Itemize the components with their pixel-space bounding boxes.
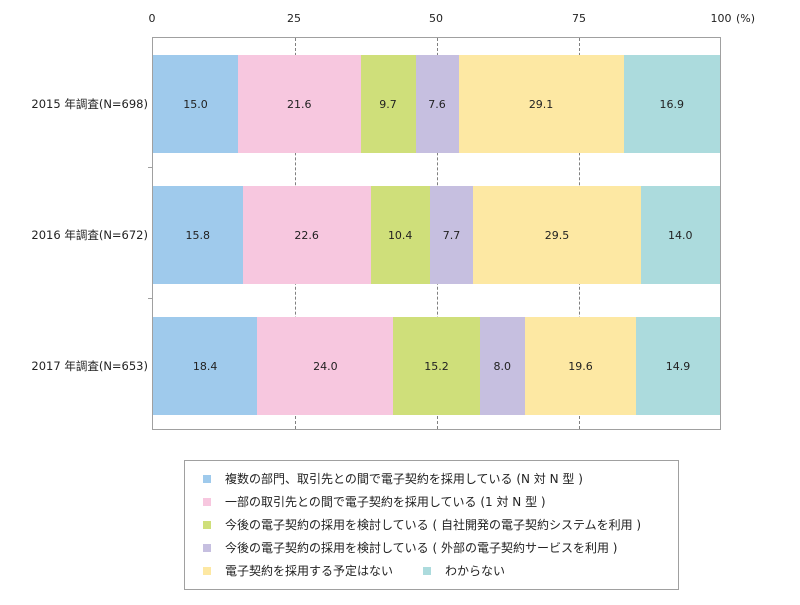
- x-tick-50: 50: [429, 12, 443, 25]
- bar-segment: 21.6: [238, 55, 361, 153]
- legend-item: わからない: [423, 562, 505, 579]
- bar-segment: 10.4: [370, 186, 430, 284]
- legend-label: 今後の電子契約の採用を検討している ( 自社開発の電子契約システムを利用 ): [225, 518, 642, 532]
- bar-segment: 9.7: [360, 55, 416, 153]
- bar-segment: 22.6: [242, 186, 371, 284]
- legend-label: 今後の電子契約の採用を検討している ( 外部の電子契約サービスを利用 ): [225, 541, 618, 555]
- legend-swatch-icon: [203, 497, 211, 506]
- legend-swatch-icon: [203, 566, 211, 575]
- bar-segment: 18.4: [153, 317, 258, 415]
- category-label-2017: 2017 年調査(N=653): [31, 359, 148, 373]
- legend-swatch-icon: [203, 520, 211, 529]
- y-tick: [148, 167, 153, 168]
- legend-item: 電子契約を採用する予定はない: [203, 562, 393, 579]
- legend-item: 今後の電子契約の採用を検討している ( 外部の電子契約サービスを利用 ): [203, 536, 678, 559]
- x-tick-100: 100: [710, 12, 732, 25]
- x-tick-0: 0: [148, 12, 156, 25]
- y-tick: [148, 298, 153, 299]
- bar-segment: 15.8: [153, 186, 243, 284]
- bar-segment: 15.2: [393, 317, 480, 415]
- legend-item: 今後の電子契約の採用を検討している ( 自社開発の電子契約システムを利用 ): [203, 513, 678, 536]
- legend-swatch-icon: [423, 566, 432, 575]
- x-axis-labels: 0 25 50 75 100 (%): [0, 12, 800, 32]
- bar-segment: 24.0: [257, 317, 394, 415]
- bar-2016: 15.8 22.6 10.4 7.7 29.5 14.0: [153, 186, 720, 284]
- legend-label: 一部の取引先との間で電子契約を採用している (1 対 N 型 ): [225, 495, 546, 509]
- legend-item: 一部の取引先との間で電子契約を採用している (1 対 N 型 ): [203, 490, 678, 513]
- bar-segment: 19.6: [524, 317, 637, 415]
- legend-label: 複数の部門、取引先との間で電子契約を採用している (N 対 N 型 ): [225, 472, 583, 486]
- legend: 複数の部門、取引先との間で電子契約を採用している (N 対 N 型 ) 一部の取…: [184, 460, 679, 590]
- legend-swatch-icon: [203, 474, 211, 483]
- legend-swatch-icon: [203, 543, 211, 552]
- x-tick-25: 25: [287, 12, 301, 25]
- legend-label: 電子契約を採用する予定はない: [225, 564, 394, 578]
- bar-segment: 16.9: [623, 55, 720, 153]
- bar-segment: 29.5: [473, 186, 641, 284]
- bar-segment: 14.9: [636, 317, 720, 415]
- bar-segment: 14.0: [640, 186, 720, 284]
- legend-label: わからない: [445, 564, 506, 578]
- x-tick-75: 75: [572, 12, 586, 25]
- category-label-2016: 2016 年調査(N=672): [31, 228, 148, 242]
- legend-item-pair: 電子契約を採用する予定はない わからない: [203, 559, 678, 582]
- plot-area: 15.0 21.6 9.7 7.6 29.1 16.9 15.8 22.6 10…: [148, 37, 721, 430]
- category-label-2015: 2015 年調査(N=698): [31, 97, 148, 111]
- bar-segment: 15.0: [153, 55, 239, 153]
- bar-2017: 18.4 24.0 15.2 8.0 19.6 14.9: [153, 317, 720, 415]
- bar-segment: 29.1: [458, 55, 624, 153]
- bar-segment: 7.7: [429, 186, 474, 284]
- bar-segment: 7.6: [415, 55, 459, 153]
- legend-item: 複数の部門、取引先との間で電子契約を採用している (N 対 N 型 ): [203, 467, 678, 490]
- bar-2015: 15.0 21.6 9.7 7.6 29.1 16.9: [153, 55, 720, 153]
- bar-segment: 8.0: [479, 317, 525, 415]
- x-axis-unit: (%): [736, 12, 756, 25]
